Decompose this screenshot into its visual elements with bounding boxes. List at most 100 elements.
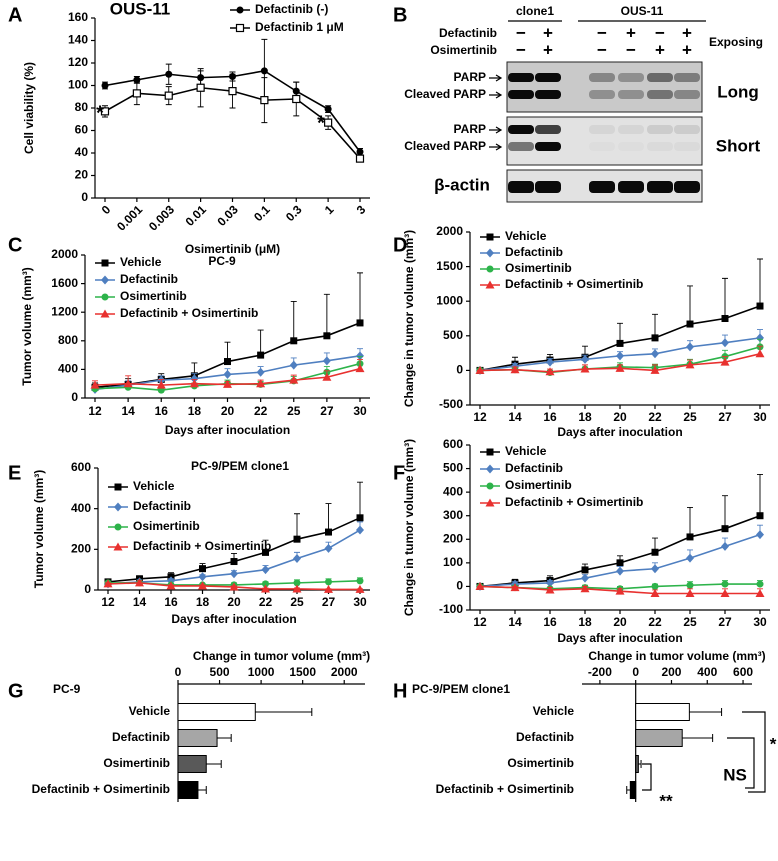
legend-label: Vehicle <box>505 229 547 243</box>
x-tick-label: 30 <box>353 595 367 609</box>
exposure-label: Long <box>717 82 759 101</box>
blot-band <box>589 181 615 193</box>
category-label: Defactinib + Osimertinib <box>32 782 170 796</box>
category-label: Vehicle <box>129 704 171 718</box>
x-tick-label: 14 <box>121 404 135 418</box>
x-tick-label: 1 <box>322 202 337 217</box>
treatment-label: Defactinib <box>439 26 497 40</box>
blot-band <box>674 90 700 99</box>
marker <box>720 589 730 597</box>
x-tick-label: 12 <box>88 404 102 418</box>
marker <box>651 349 659 359</box>
x-tick-label: 16 <box>164 595 178 609</box>
y-tick-label: 1200 <box>51 304 78 318</box>
marker <box>165 70 173 78</box>
x-tick-label: 14 <box>133 595 147 609</box>
x-tick-label: 14 <box>508 615 522 629</box>
marker <box>356 514 364 522</box>
x-tick-label: 0 <box>99 202 114 217</box>
marker <box>101 259 109 267</box>
x-axis-label: Days after inoculation <box>557 631 682 645</box>
significance-bracket <box>642 763 652 791</box>
marker <box>290 337 298 345</box>
x-tick-label: 30 <box>353 404 367 418</box>
y-tick-label: 1500 <box>436 259 463 273</box>
error-bar <box>325 503 332 533</box>
x-tick-label: 22 <box>648 410 662 424</box>
marker <box>90 380 100 389</box>
marker <box>686 320 694 328</box>
panel-label: G <box>8 680 24 702</box>
blot-band <box>647 142 673 151</box>
blot-band <box>535 73 561 82</box>
blot-band <box>589 90 615 99</box>
marker <box>486 265 494 273</box>
x-tick-label: 1500 <box>289 665 316 679</box>
blot-band <box>647 125 673 134</box>
legend-label: Defactinib 1 μM <box>255 20 344 34</box>
marker <box>616 351 624 361</box>
marker <box>720 357 730 366</box>
chart-title: PC-9 <box>53 682 81 696</box>
x-tick-label: 12 <box>473 410 487 424</box>
blot-band <box>508 125 534 134</box>
blot-band <box>589 73 615 82</box>
x-tick-label: 3 <box>354 202 369 217</box>
band-arrow <box>489 126 503 134</box>
marker <box>756 580 764 588</box>
group-label: clone1 <box>516 4 554 18</box>
marker <box>189 379 199 388</box>
significance-bracket <box>727 737 755 789</box>
marker <box>355 154 365 163</box>
marker <box>755 349 765 358</box>
marker <box>356 148 364 156</box>
y-tick-label: 2000 <box>51 247 78 261</box>
error-bar <box>687 285 693 325</box>
marker <box>650 589 660 597</box>
marker <box>103 579 113 588</box>
blot-band <box>647 181 673 193</box>
blot-band <box>535 181 561 193</box>
marker <box>199 565 206 573</box>
marker <box>356 525 364 535</box>
marker <box>293 553 301 563</box>
legend-label: Vehicle <box>505 444 547 458</box>
marker <box>485 498 495 507</box>
error-bar <box>290 301 297 341</box>
y-tick-label: 2000 <box>436 224 463 238</box>
blot-band <box>508 90 534 99</box>
blot-band <box>647 73 673 82</box>
y-tick-label: 1000 <box>436 293 463 307</box>
y-tick-label: 20 <box>75 168 89 182</box>
marker <box>322 372 332 381</box>
y-tick-label: 200 <box>71 542 91 556</box>
error-bar <box>294 513 300 540</box>
treatment-sign: + <box>655 40 665 59</box>
y-tick-label: 120 <box>68 55 88 69</box>
marker <box>262 548 269 556</box>
marker <box>475 365 485 374</box>
annotation: NS <box>723 765 747 784</box>
y-tick-label: 140 <box>68 33 88 47</box>
marker <box>355 584 365 593</box>
treatment-sign: − <box>516 40 526 59</box>
y-tick-label: 600 <box>443 437 463 451</box>
marker <box>325 528 332 536</box>
marker <box>485 280 495 289</box>
marker <box>486 233 494 241</box>
x-axis-label: Days after inoculation <box>165 423 290 437</box>
marker <box>224 358 231 366</box>
legend-label: Defactinib <box>120 272 178 286</box>
marker <box>114 523 122 531</box>
blot-band <box>589 125 615 134</box>
error-bar <box>357 272 363 323</box>
marker <box>289 360 298 370</box>
blot-band <box>618 73 644 82</box>
blot-band <box>647 90 673 99</box>
legend-label: Osimertinib <box>133 519 200 533</box>
x-tick-label: 0 <box>632 665 639 679</box>
bar <box>635 729 683 747</box>
y-tick-label: 500 <box>443 328 463 342</box>
marker <box>486 448 494 456</box>
band-arrow <box>489 143 503 151</box>
